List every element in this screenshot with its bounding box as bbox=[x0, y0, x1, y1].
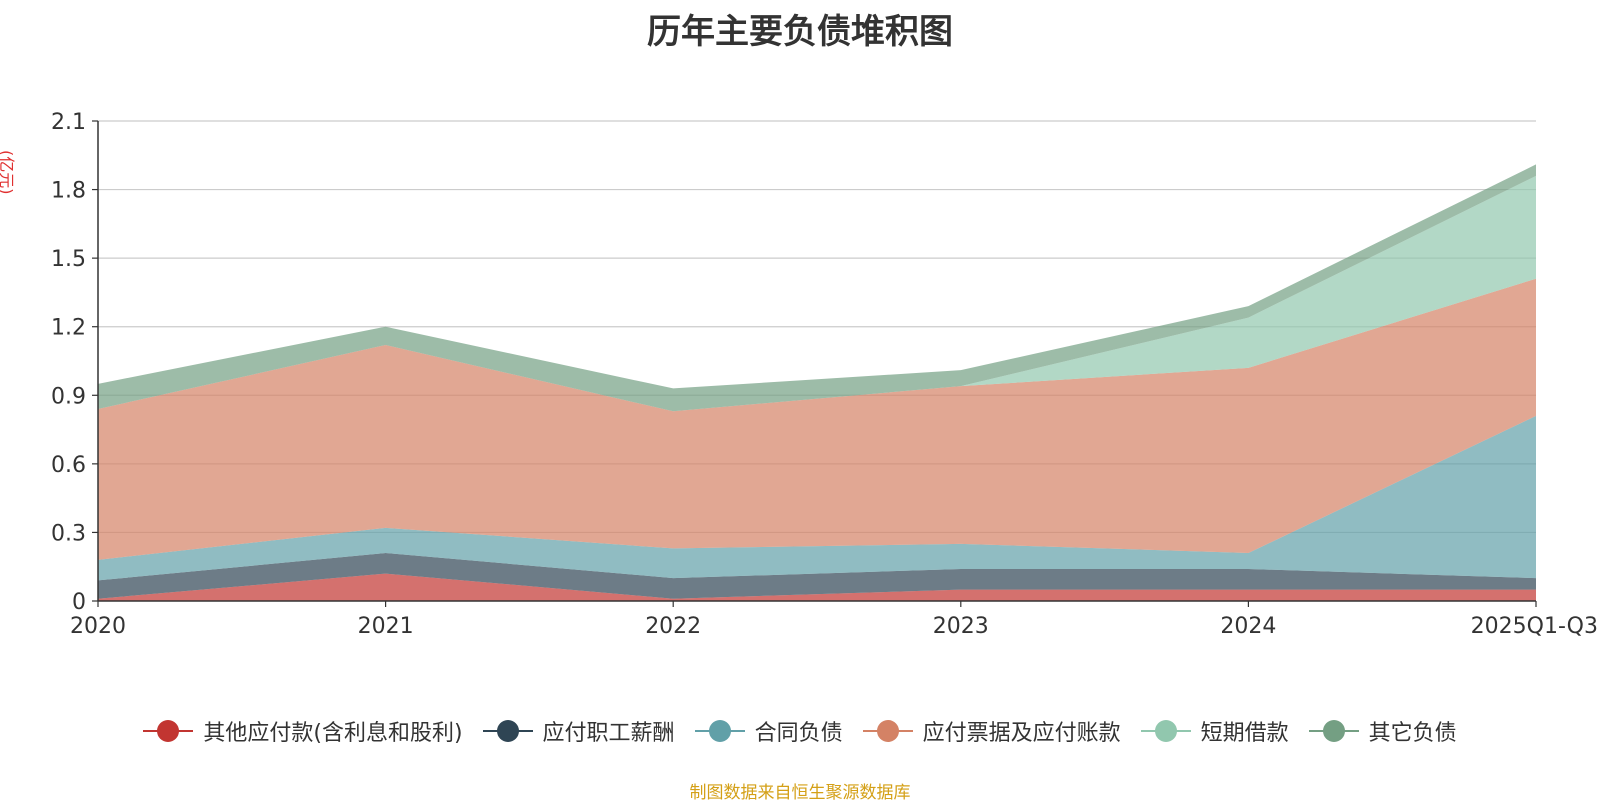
x-tick-label: 2024 bbox=[1220, 614, 1276, 639]
legend-item-1[interactable]: 其他应付款(含利息和股利) bbox=[143, 715, 463, 747]
y-tick-label: 0.3 bbox=[51, 521, 86, 546]
x-tick-label: 2025Q1-Q3 bbox=[1471, 614, 1598, 639]
area-series-1 bbox=[98, 573, 1536, 601]
legend-label: 应付票据及应付账款 bbox=[922, 721, 1121, 746]
chart-title: 历年主要负债堆积图 bbox=[647, 12, 953, 52]
x-tick-label: 2021 bbox=[358, 614, 414, 639]
y-tick-label: 0.6 bbox=[51, 453, 86, 478]
legend-marker bbox=[482, 719, 533, 743]
legend-marker bbox=[143, 719, 194, 743]
legend-marker bbox=[862, 719, 913, 743]
source-note: 制图数据来自恒生聚源数据库 bbox=[689, 783, 911, 803]
legend-label: 应付职工薪酬 bbox=[542, 721, 675, 746]
legend-item-6[interactable]: 其它负债 bbox=[1308, 715, 1457, 747]
y-tick-label: 0.9 bbox=[51, 384, 86, 409]
y-tick-label: 1.2 bbox=[51, 316, 86, 341]
y-tick-label: 2.1 bbox=[51, 110, 86, 135]
y-tick-label: 1.8 bbox=[51, 179, 86, 204]
area-series-3 bbox=[98, 415, 1536, 581]
area-series-6 bbox=[98, 164, 1536, 412]
legend-marker bbox=[1308, 719, 1359, 743]
chart-legend: 其他应付款(含利息和股利) 应付职工薪酬 合同负债 应付票据及应付账款 短期借款 其它负债 bbox=[0, 715, 1600, 747]
legend-label: 合同负债 bbox=[754, 721, 843, 746]
y-tick-label: 0 bbox=[72, 590, 86, 615]
y-tick-label: 1.5 bbox=[51, 247, 86, 272]
x-tick-label: 2022 bbox=[645, 614, 701, 639]
legend-label: 其他应付款(含利息和股利) bbox=[203, 721, 463, 746]
x-tick-label: 2023 bbox=[933, 614, 989, 639]
x-tick-label: 2020 bbox=[70, 614, 126, 639]
legend-marker bbox=[1140, 719, 1191, 743]
legend-item-5[interactable]: 短期借款 bbox=[1140, 715, 1289, 747]
area-series-2 bbox=[98, 553, 1536, 599]
legend-item-3[interactable]: 合同负债 bbox=[694, 715, 843, 747]
legend-marker bbox=[694, 719, 745, 743]
legend-item-2[interactable]: 应付职工薪酬 bbox=[482, 715, 675, 747]
area-series-5 bbox=[98, 175, 1536, 412]
legend-label: 其它负债 bbox=[1368, 721, 1457, 746]
legend-label: 短期借款 bbox=[1200, 721, 1289, 746]
legend-item-4[interactable]: 应付票据及应付账款 bbox=[862, 715, 1121, 747]
area-series-4 bbox=[98, 278, 1536, 560]
